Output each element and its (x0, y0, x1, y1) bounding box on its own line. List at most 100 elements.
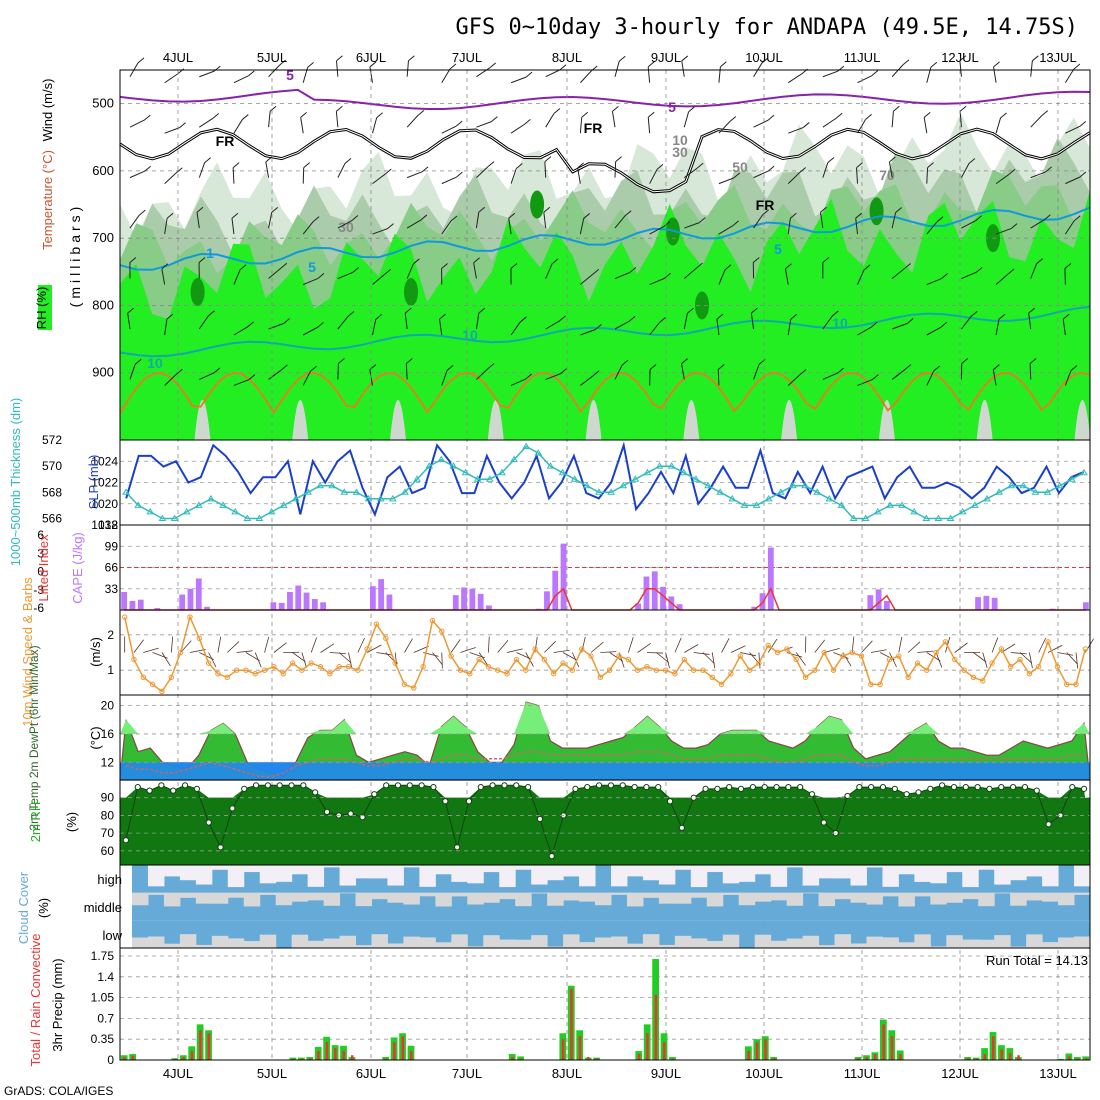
cloud-gap (179, 865, 197, 881)
wind-barb-flag (762, 209, 769, 216)
wind-barb (265, 161, 270, 178)
wind-barb (406, 171, 423, 179)
rh-point (595, 782, 603, 789)
cloud-gap (962, 939, 979, 948)
wind-speed-point (308, 660, 314, 666)
surface-wind-barb (637, 642, 651, 653)
cape-bar (179, 594, 186, 610)
cloud-gap (1026, 865, 1043, 877)
rh-point (584, 783, 591, 791)
thickness-point (170, 514, 179, 521)
wind-speed-point (177, 649, 184, 656)
wind-barb (717, 369, 720, 386)
thickness-point (328, 481, 337, 489)
surface-wind-barb (917, 650, 934, 653)
wind-barb-flag (232, 162, 240, 169)
cloud-gap (946, 935, 963, 948)
thickness-point (958, 507, 967, 515)
cape-bar (129, 600, 136, 610)
cape-bar (983, 595, 990, 610)
wind-barb-flag (1073, 215, 1081, 222)
wind-barb (545, 113, 555, 128)
wind-barb-flag (1045, 166, 1052, 173)
cloud-gap (898, 892, 915, 907)
wind-barb-flag (595, 324, 602, 330)
wind-barb-flag (487, 363, 495, 369)
cloud-gap (179, 934, 197, 948)
wind-barb-flag (161, 263, 169, 270)
wind-speed-point (1082, 646, 1089, 652)
thickness-point (619, 481, 628, 489)
precip-convective-bar (890, 1036, 894, 1060)
wind-barb (1062, 319, 1066, 336)
wind-barb-flag (687, 307, 694, 314)
thickness-point (570, 475, 579, 482)
wind-speed-point (261, 667, 268, 673)
wind10m-unit-label: (m/s) (88, 637, 103, 667)
cloud-gap (147, 892, 165, 895)
rh-point (619, 782, 626, 789)
thickness-point (922, 514, 931, 521)
precip-convective-bar (325, 1042, 329, 1060)
wind-barb (441, 220, 452, 235)
rh-point (844, 792, 851, 800)
cloud-gap (435, 892, 452, 907)
wind-barb-flag (1010, 223, 1018, 229)
wind-barb-flag (271, 207, 279, 213)
wind-speed-point (709, 674, 715, 680)
surface-wind-barb (357, 637, 365, 653)
surface-wind-barb (450, 639, 461, 653)
surface-wind-barb (954, 642, 968, 653)
wind-speed-point (355, 667, 361, 673)
wind-barb (787, 73, 802, 84)
wind-barb-flag (1036, 258, 1043, 265)
wind-barb-flag (166, 313, 174, 320)
surface-wind-barb (1038, 637, 1047, 653)
cloud-gap (387, 892, 404, 903)
wind-barb-flag (559, 64, 567, 71)
wind-barb (510, 123, 525, 134)
precip-convective-bar (1008, 1052, 1012, 1060)
rh-point (749, 783, 756, 791)
precip-convective-bar (865, 1057, 868, 1060)
cape-bar (378, 579, 385, 610)
thickness-point (473, 475, 482, 482)
surface-wind-barb (413, 645, 429, 653)
wind-barb (405, 363, 408, 380)
wind-barb (787, 374, 801, 386)
wind-barb (129, 364, 136, 380)
cloud-gap (483, 935, 500, 948)
wind-barb-flag (134, 358, 142, 365)
wind-barb-flag (621, 359, 629, 366)
surface-wind-barb (217, 636, 222, 653)
cloud-gap (674, 865, 692, 870)
wind-barb-flag (865, 113, 872, 120)
rh-point (430, 783, 437, 791)
rh-point (939, 782, 946, 789)
wind-barb-flag (923, 112, 931, 118)
wind-barb-flag (559, 315, 566, 322)
wind-barb-flag (895, 207, 902, 213)
surface-wind-barb (767, 638, 778, 653)
cloud-gap (211, 935, 229, 948)
cloud-gap (818, 865, 836, 879)
wind-barb (647, 117, 651, 134)
surface-wind-barb (329, 652, 346, 655)
wind-speed-point (215, 671, 221, 677)
wind-barb-flag (959, 105, 967, 112)
wind-barb (647, 66, 651, 83)
cape-bar (278, 602, 285, 610)
wind-barb-flag (716, 313, 724, 320)
rh-floor-90 (120, 797, 1090, 865)
wind-barb (891, 323, 908, 330)
rh2m-unit-label: (%) (64, 812, 79, 832)
wind-speed-point (765, 642, 771, 649)
precip-tick-1: 0.35 (91, 1032, 115, 1046)
wind-barb-flag (902, 59, 910, 66)
cape-bar (651, 571, 658, 610)
wind-barb (681, 363, 685, 380)
cape-bar (270, 602, 277, 610)
wind-barb (300, 117, 304, 134)
wind-speed-point (243, 667, 249, 673)
precip-convective-bar (966, 1058, 970, 1060)
